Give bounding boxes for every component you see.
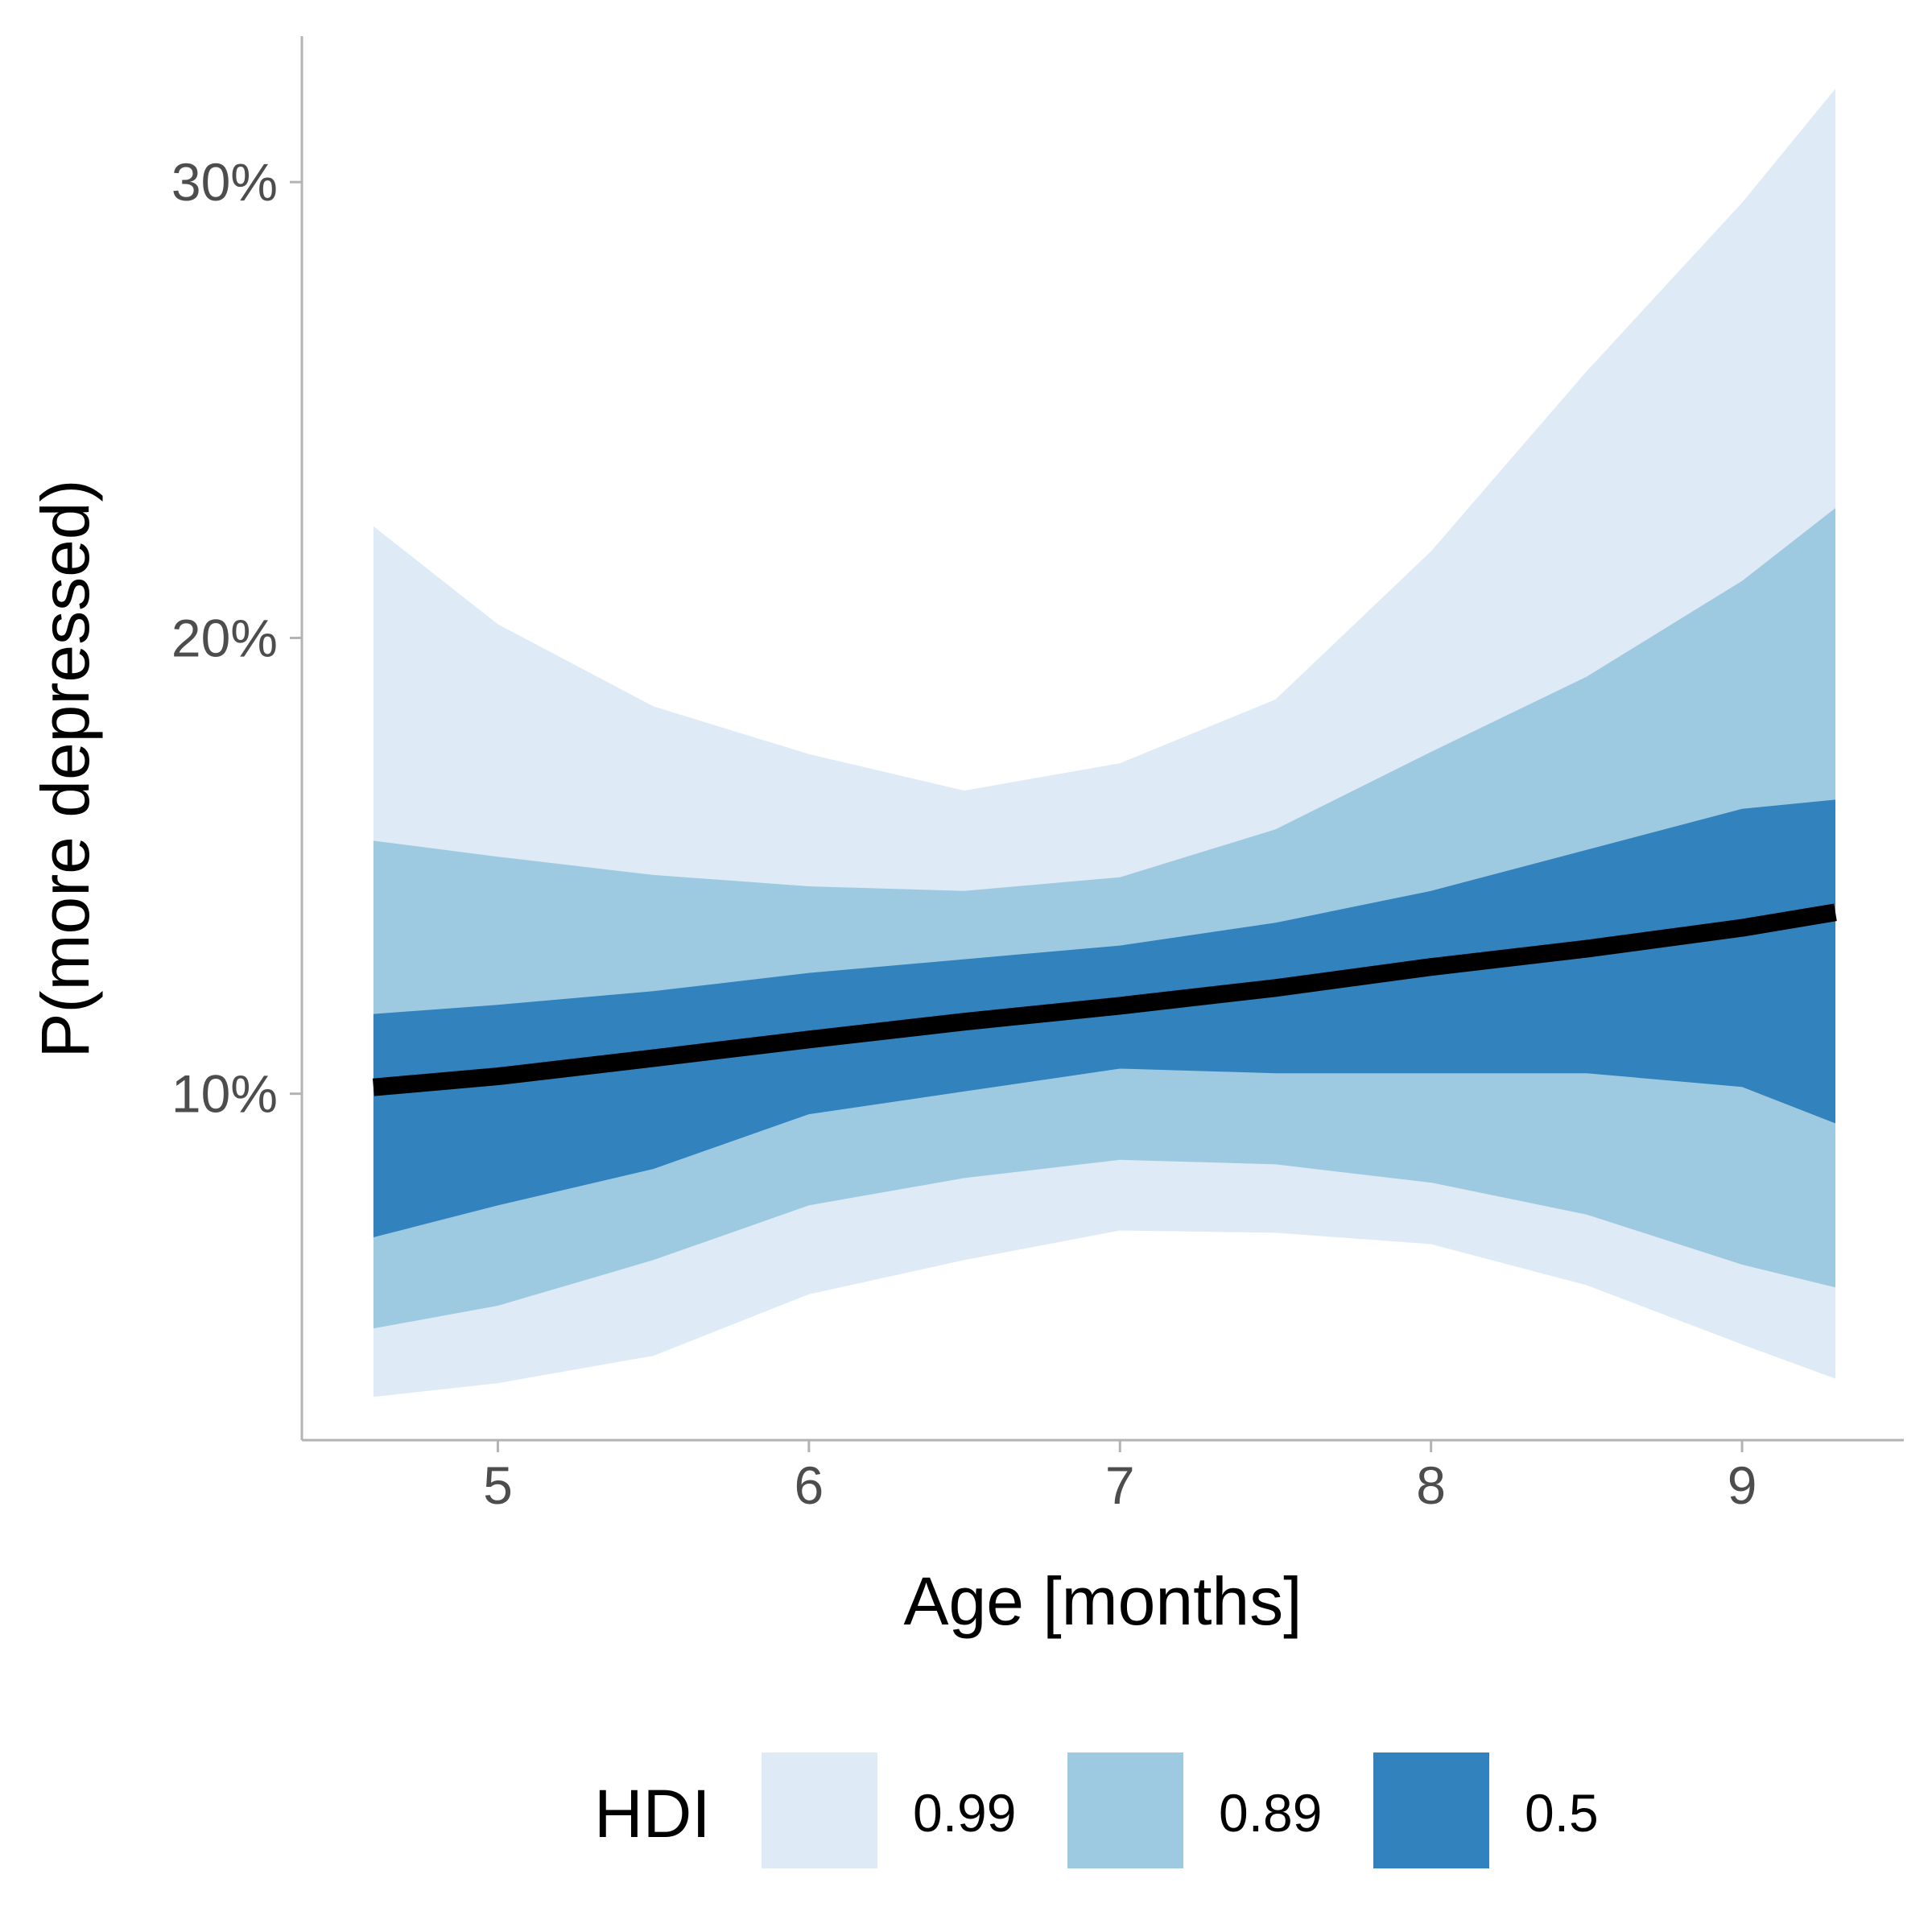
x-axis-title: Age [months]	[904, 1563, 1302, 1639]
x-tick-label: 8	[1416, 1455, 1446, 1515]
x-tick-label: 9	[1728, 1455, 1757, 1515]
median-layer	[372, 903, 1837, 1096]
y-tick-label: 10%	[171, 1064, 278, 1124]
x-tick-label: 7	[1105, 1455, 1135, 1515]
legend-key-0.89	[1067, 1752, 1183, 1868]
hdi-bands	[373, 89, 1835, 1397]
legend-label-0.99: 0.99	[913, 1783, 1016, 1843]
x-tick-label: 6	[794, 1455, 824, 1515]
median-line	[372, 903, 1837, 1096]
legend: HDI 0.99 0.89 0.5	[594, 1752, 1599, 1868]
hdi-band-0.5	[373, 799, 1835, 1237]
plot-panel	[372, 89, 1837, 1397]
y-tick-label: 20%	[171, 608, 278, 667]
legend-title: HDI	[594, 1776, 711, 1852]
y-tick-label: 30%	[171, 152, 278, 212]
x-axis-ticks: 5 6 7 8 9	[483, 1440, 1757, 1515]
legend-key-0.5	[1373, 1752, 1489, 1868]
legend-label-0.5: 0.5	[1525, 1783, 1599, 1843]
legend-label-0.89: 0.89	[1219, 1783, 1322, 1843]
legend-key-0.99	[762, 1752, 877, 1868]
y-axis-ticks: 10% 20% 30%	[171, 152, 302, 1124]
x-tick-label: 5	[483, 1455, 513, 1515]
y-axis-title: P(more depressed)	[27, 480, 103, 1059]
